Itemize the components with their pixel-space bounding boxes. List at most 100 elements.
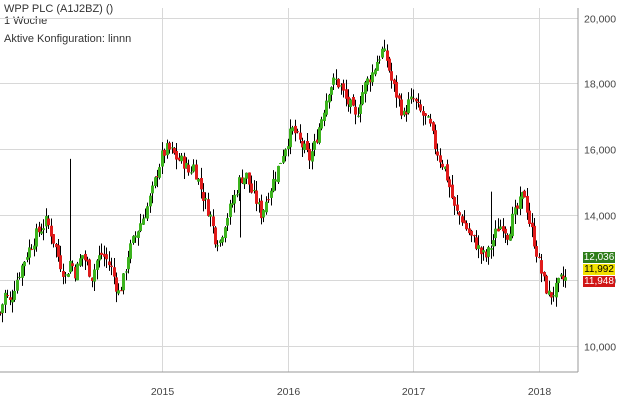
candle-body [311,151,314,162]
candle-body [255,190,258,204]
x-tick-label: 2018 [528,386,552,398]
candle-body [487,247,490,257]
candle-body [272,178,275,192]
candle-body [173,148,176,154]
candle-body [4,292,7,305]
candle-body [400,99,403,116]
candle-body [11,299,14,303]
candle-body [357,115,360,117]
candle-body [26,257,29,260]
candle-body [13,290,16,300]
candle-body [533,225,536,247]
candle-body [59,255,62,270]
candle-body [412,98,415,100]
candle-body [381,48,384,58]
candle-body [502,226,505,232]
candle-body [270,190,273,198]
candle-body [441,163,444,168]
candle-body [306,141,309,150]
candle-body [0,312,2,314]
candle-body [108,261,111,266]
candle-body [195,164,198,180]
candle-body [448,179,451,188]
x-tick-label: 2017 [402,386,426,398]
candle-body [313,141,316,150]
candle-body [453,197,456,206]
candle-body [127,257,130,270]
candle-body [1,304,4,314]
candle-body [560,274,563,277]
candle-body [62,271,65,277]
candle-body [545,275,548,294]
candle-body [187,164,190,173]
candle-body [446,164,449,181]
candle-body [543,272,546,277]
candle-body [427,116,430,118]
candle-body [330,87,333,95]
candle-body [407,99,410,114]
candle-body [485,251,488,258]
candle-body [233,194,236,204]
candle-body [323,112,326,122]
candle-body [557,277,560,284]
candle-body [480,247,483,255]
candle-body [506,234,509,240]
candle-body [93,269,96,282]
candle-body [538,256,541,258]
candle-body [294,125,297,134]
candle-body [340,85,343,87]
candle-body [120,290,123,292]
candle-body [390,71,393,81]
candle-body [526,195,529,213]
candle-body [335,78,338,80]
candle-body [30,248,33,250]
candle-body [67,273,70,277]
candle-body [490,248,493,250]
candle-body [369,79,372,83]
x-tick-label: 2015 [151,386,175,398]
candle-body [417,101,420,104]
candle-body [224,227,227,239]
candle-body [79,258,82,266]
candle-body [229,203,232,218]
candle-body [221,237,224,243]
candle-body [429,118,432,124]
candle-body [383,48,386,52]
candle-body [137,231,140,238]
price-badge: 11,948 [583,276,615,287]
candle-body [74,266,77,279]
candle-body [250,183,253,193]
candle-body [18,276,21,278]
candle-body [81,255,84,259]
candle-body [398,95,401,99]
candle-body [359,104,362,114]
candle-body [552,295,555,297]
candle-body [509,233,512,241]
candle-body [76,263,79,281]
candle-body [96,260,99,270]
candle-body [475,237,478,249]
candle-body [98,255,101,261]
candle-body [209,214,212,217]
candle-body [243,177,246,185]
candle-body [477,245,480,249]
candle-body [253,189,256,192]
candle-body [122,273,125,291]
candle-body [461,216,464,223]
candle-body [345,89,348,99]
candle-body [468,228,471,234]
candle-body [265,201,268,213]
candle-body [21,265,24,278]
candle-body [494,228,497,239]
candle-body [9,297,12,301]
candle-body [175,150,178,160]
candle-body [180,155,183,162]
candle-body [325,100,328,115]
candle-body [57,245,60,257]
candle-body [258,202,261,205]
candle-body [50,225,53,237]
candle-body [393,79,396,85]
candle-body [514,207,517,215]
candle-body [197,178,200,182]
